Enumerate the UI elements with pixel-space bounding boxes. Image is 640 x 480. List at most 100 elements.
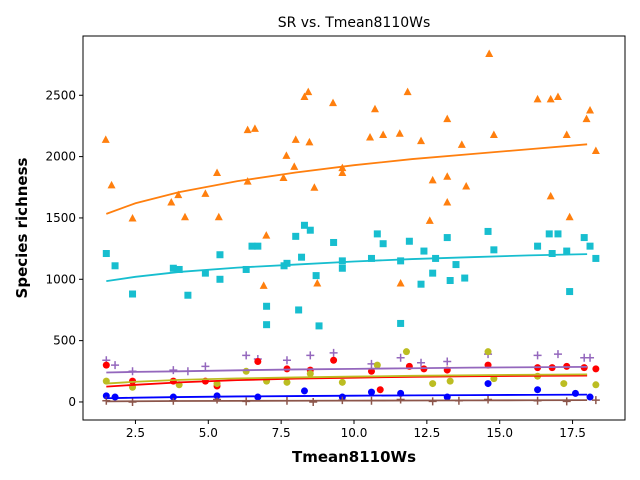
point xyxy=(213,168,222,177)
point xyxy=(417,136,426,145)
point xyxy=(290,162,299,170)
point xyxy=(586,242,594,250)
point xyxy=(263,302,271,310)
point xyxy=(545,230,553,238)
point xyxy=(534,242,542,250)
point xyxy=(283,378,291,386)
fit-line xyxy=(106,393,588,400)
point xyxy=(306,351,315,360)
point xyxy=(397,257,405,265)
fit-line xyxy=(106,143,588,215)
point xyxy=(102,250,110,258)
point xyxy=(425,216,434,224)
point xyxy=(484,380,492,388)
point xyxy=(184,291,192,299)
point xyxy=(452,261,460,269)
point xyxy=(300,387,308,395)
point xyxy=(298,253,306,261)
point xyxy=(250,124,259,132)
point xyxy=(338,168,347,177)
x-tick-label: 10.0 xyxy=(341,426,368,440)
point xyxy=(254,357,262,365)
point xyxy=(591,396,600,405)
point xyxy=(201,269,209,277)
point xyxy=(405,237,413,245)
point xyxy=(330,238,338,246)
point xyxy=(429,380,437,388)
point xyxy=(180,212,189,221)
point xyxy=(546,94,555,103)
point xyxy=(420,247,428,255)
point xyxy=(395,129,404,137)
point xyxy=(446,277,454,285)
x-tick-label: 12.5 xyxy=(413,426,440,440)
point xyxy=(379,240,387,248)
point xyxy=(562,397,571,406)
point xyxy=(313,278,322,287)
point xyxy=(562,130,571,139)
point xyxy=(129,290,137,298)
point xyxy=(462,182,471,190)
y-tick-label: 500 xyxy=(53,334,76,348)
point xyxy=(291,135,300,143)
point xyxy=(379,130,388,139)
point xyxy=(443,197,452,206)
point xyxy=(396,395,405,404)
point xyxy=(402,348,410,356)
fit-line xyxy=(106,373,588,385)
point xyxy=(216,275,224,283)
point xyxy=(373,230,381,238)
point xyxy=(485,49,494,58)
point xyxy=(242,367,250,375)
x-axis-label: Tmean8110Ws xyxy=(292,448,416,466)
point xyxy=(373,361,381,369)
point xyxy=(338,257,346,265)
point xyxy=(315,322,323,330)
point xyxy=(338,378,346,386)
point xyxy=(248,242,256,250)
point xyxy=(376,386,384,394)
point xyxy=(329,98,338,107)
fit-line xyxy=(106,374,588,388)
point xyxy=(586,105,595,114)
point xyxy=(295,306,303,314)
point xyxy=(461,274,469,282)
point xyxy=(417,280,425,288)
point xyxy=(553,92,562,100)
point xyxy=(282,151,291,159)
x-tick-label: 15.0 xyxy=(486,426,513,440)
point xyxy=(489,130,498,139)
point xyxy=(242,265,250,273)
point xyxy=(338,264,346,272)
point xyxy=(329,348,338,357)
point xyxy=(300,92,309,100)
point xyxy=(396,353,405,362)
point xyxy=(429,269,437,277)
point xyxy=(566,288,574,296)
x-tick-label: 5.0 xyxy=(199,426,218,440)
point xyxy=(366,132,375,141)
point xyxy=(592,254,600,262)
point xyxy=(397,319,405,327)
point xyxy=(107,180,116,189)
point xyxy=(175,265,183,273)
fit-line xyxy=(106,253,588,283)
y-axis-label: Species richness xyxy=(13,157,31,298)
point xyxy=(548,250,556,258)
point xyxy=(111,262,119,270)
point xyxy=(242,351,251,360)
point xyxy=(592,365,600,373)
point xyxy=(254,242,262,250)
point xyxy=(216,251,224,259)
point xyxy=(443,114,452,123)
point xyxy=(128,213,137,222)
point xyxy=(306,226,314,234)
point xyxy=(457,140,466,148)
point xyxy=(310,183,319,191)
point xyxy=(592,381,600,389)
x-tick-label: 7.5 xyxy=(272,426,291,440)
x-tick-label: 17.5 xyxy=(559,426,586,440)
point xyxy=(312,272,320,280)
point xyxy=(174,190,183,199)
